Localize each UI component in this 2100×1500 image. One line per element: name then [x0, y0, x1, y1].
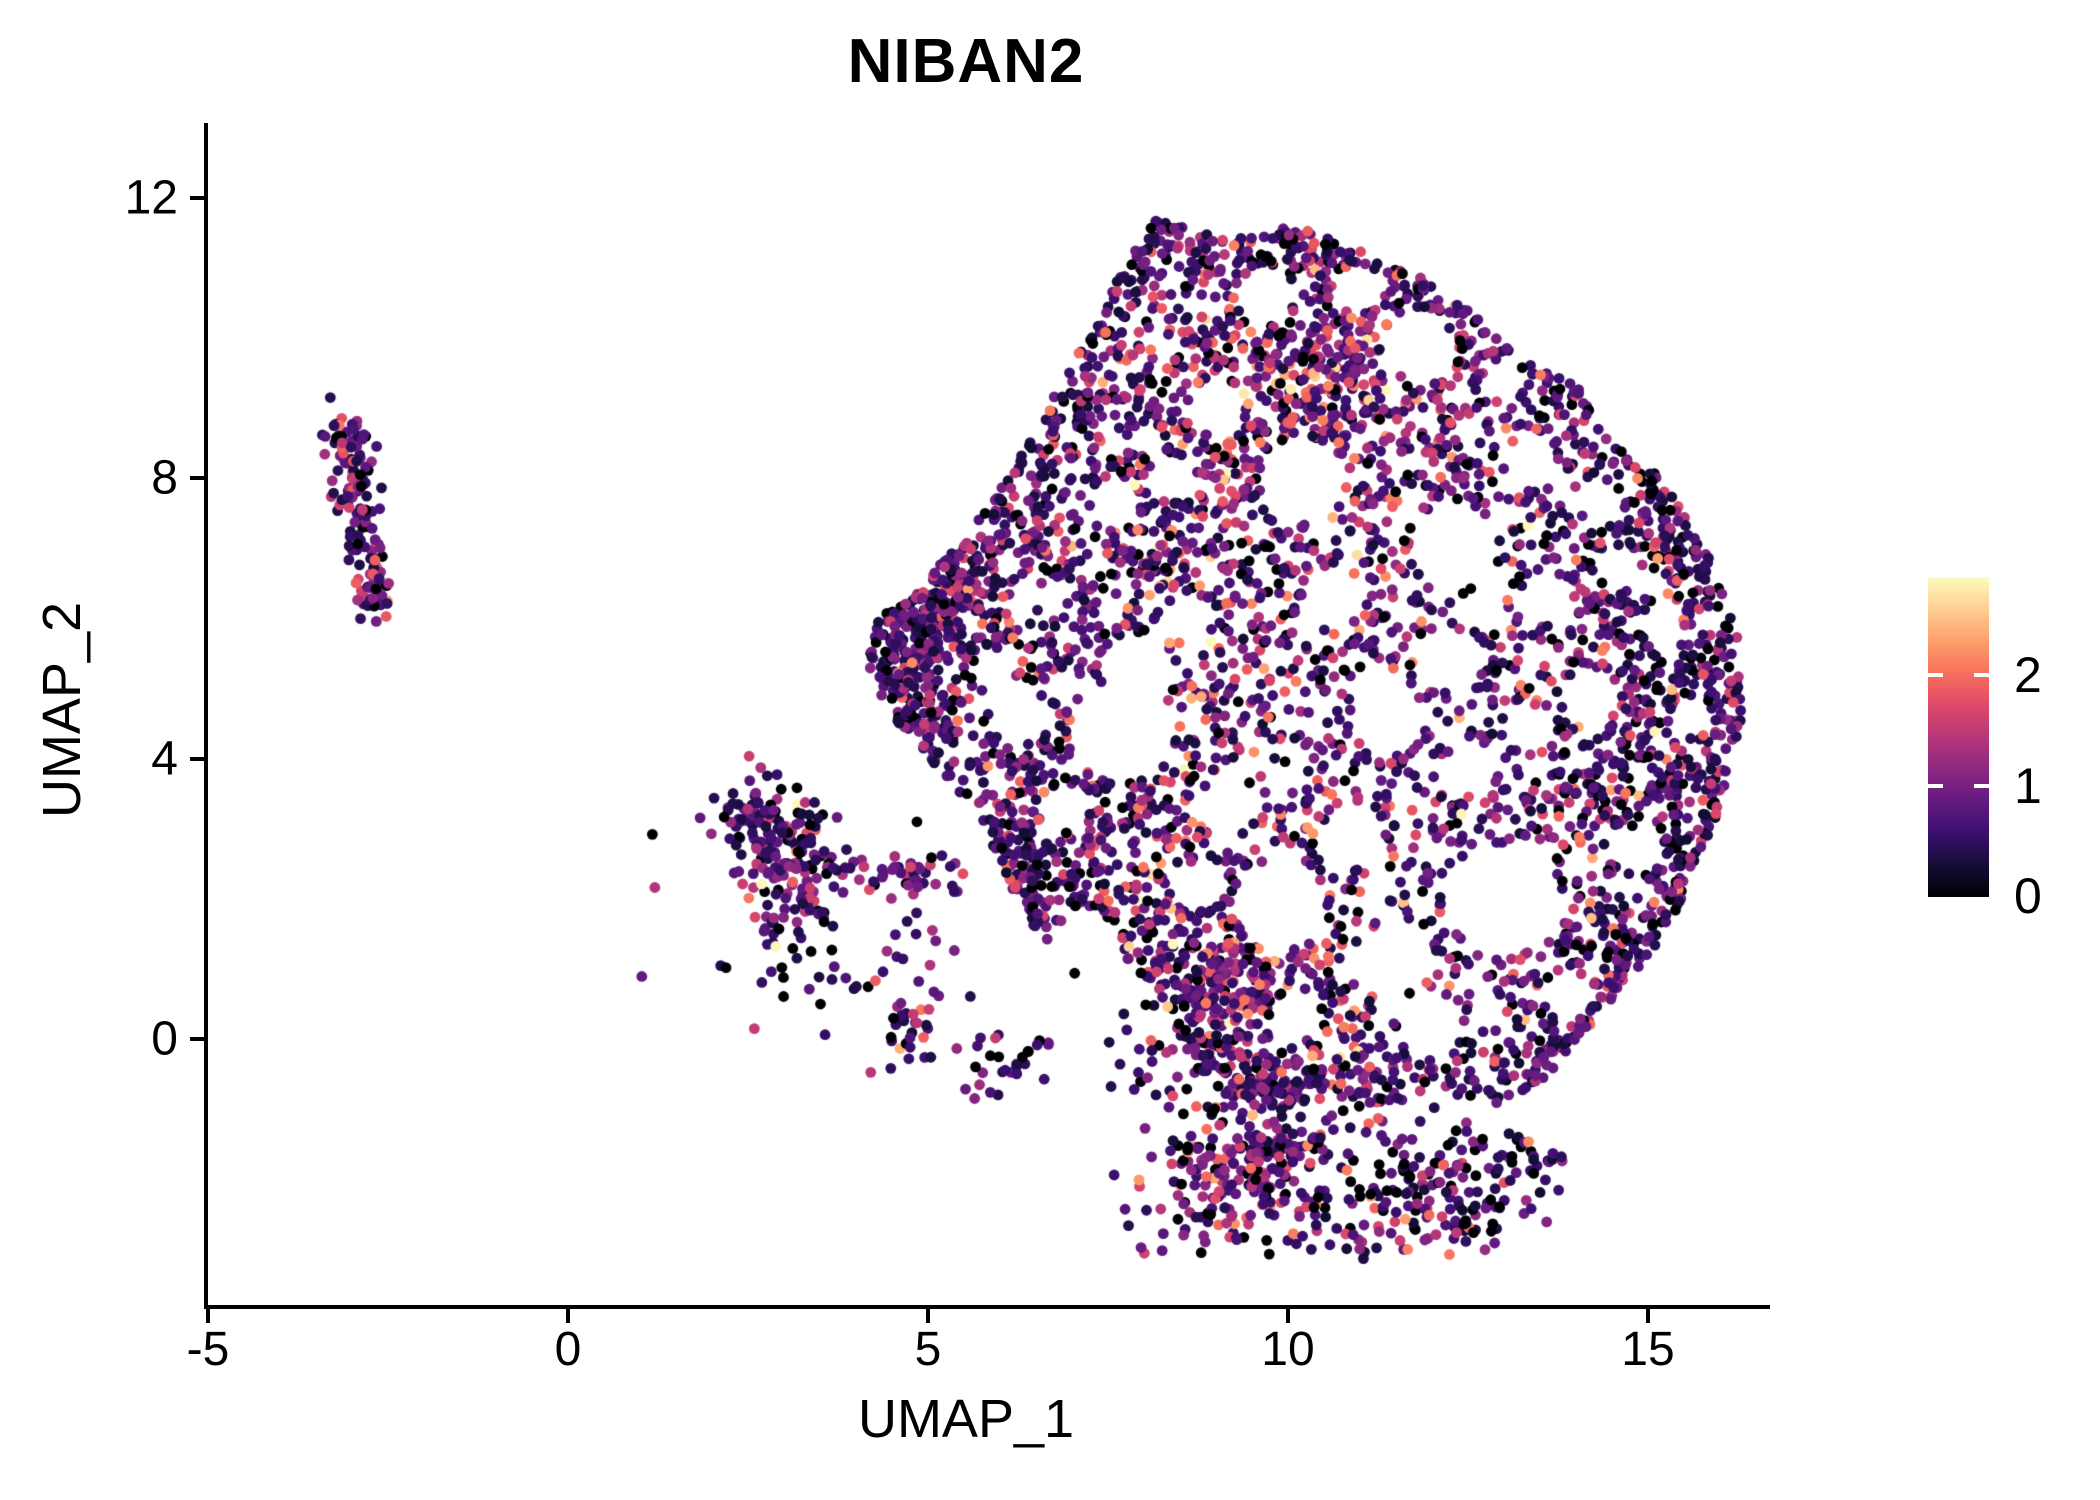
y-axis-title: UMAP_2: [32, 601, 92, 819]
x-tick-mark: [1286, 1309, 1290, 1323]
y-tick-label: 0: [151, 1012, 178, 1066]
plot-title: NIBAN2: [847, 27, 1085, 96]
colorbar-tick-label: 1: [2014, 757, 2042, 814]
x-tick-label: -5: [186, 1323, 230, 1376]
colorbar-tick-label: 2: [2014, 647, 2042, 703]
y-tick-mark: [190, 1037, 204, 1041]
colorbar-tick-mark: [1974, 673, 1989, 677]
x-tick-mark: [566, 1309, 570, 1323]
x-tick-mark: [1646, 1309, 1650, 1323]
y-tick-label: 8: [151, 451, 178, 505]
x-tick-label: 5: [914, 1323, 942, 1376]
colorbar-tick-mark: [1928, 783, 1943, 788]
y-tick-mark: [190, 196, 204, 200]
y-tick-mark: [190, 476, 204, 481]
y-axis-line: [204, 123, 208, 1309]
colorbar-tick-mark: [1928, 673, 1943, 677]
x-tick-mark: [206, 1309, 210, 1323]
x-tick-label: 15: [1621, 1323, 1675, 1376]
x-axis-title: UMAP_1: [857, 1389, 1075, 1449]
expression-colorbar: [1928, 577, 1989, 897]
x-tick-label: 10: [1261, 1323, 1315, 1376]
x-axis-line: [204, 1305, 1770, 1309]
x-tick-mark: [926, 1309, 930, 1323]
x-tick-label: 0: [554, 1323, 582, 1376]
y-tick-label: 12: [124, 171, 178, 225]
y-tick-mark: [190, 756, 204, 761]
colorbar-tick-mark: [1974, 783, 1989, 788]
colorbar-tick-label: 0: [2014, 868, 2042, 924]
y-tick-label: 4: [151, 732, 178, 786]
